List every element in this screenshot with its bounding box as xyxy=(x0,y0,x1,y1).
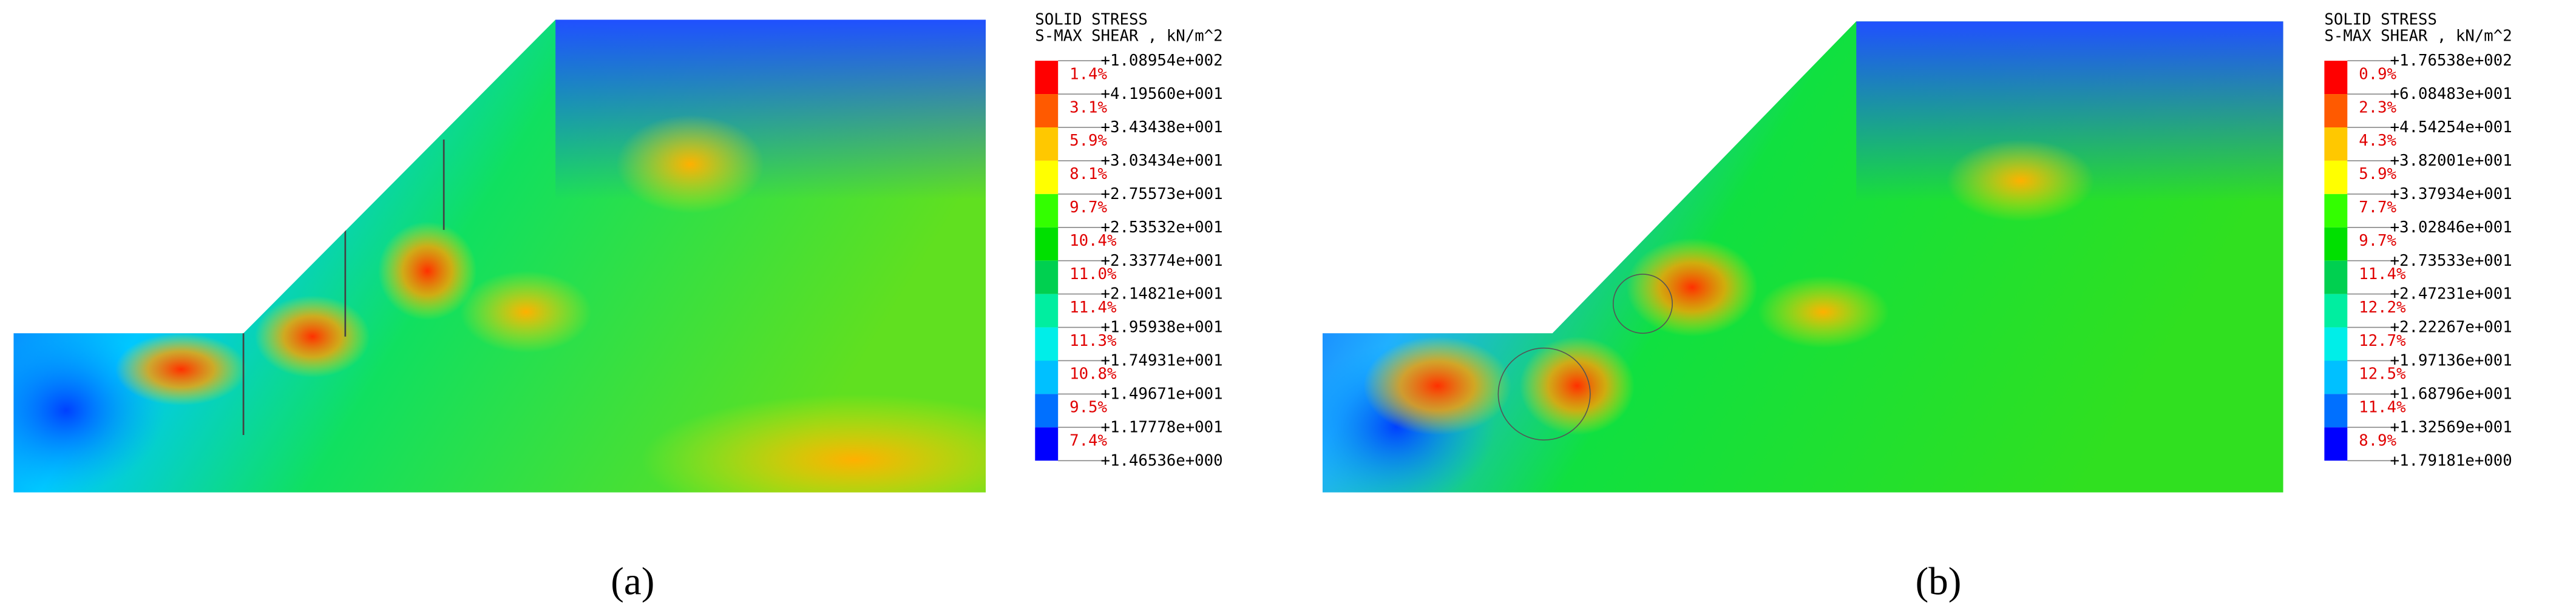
band-percent: 11.4% xyxy=(1069,299,1117,317)
color-band xyxy=(1035,61,1059,95)
caption: (b) xyxy=(1916,560,1962,604)
color-band xyxy=(2324,427,2348,461)
level-label: +1.68796e+001 xyxy=(2390,385,2512,403)
color-band xyxy=(1035,227,1059,261)
color-band xyxy=(1035,94,1059,127)
color-band xyxy=(1035,294,1059,328)
band-percent: 3.1% xyxy=(1069,98,1107,116)
color-band xyxy=(2324,194,2348,228)
band-percent: 8.1% xyxy=(1069,165,1107,183)
band-percent: 12.7% xyxy=(2359,332,2406,350)
band-percent: 2.3% xyxy=(2359,98,2396,116)
color-band xyxy=(2324,61,2348,95)
band-percent: 11.3% xyxy=(1069,332,1117,350)
level-label: +1.46536e+000 xyxy=(1101,451,1223,470)
color-band xyxy=(2324,160,2348,194)
color-band xyxy=(2324,127,2348,161)
level-label: +3.43438e+001 xyxy=(1101,118,1223,137)
band-percent: 11.0% xyxy=(1069,265,1117,283)
color-band xyxy=(1035,427,1059,461)
level-label: +2.75573e+001 xyxy=(1101,185,1223,203)
color-band xyxy=(1035,394,1059,428)
color-band xyxy=(2324,327,2348,361)
band-percent: 7.4% xyxy=(1069,432,1107,450)
band-percent: 8.9% xyxy=(2359,432,2396,450)
level-label: +3.82001e+001 xyxy=(2390,152,2512,170)
band-percent: 11.4% xyxy=(2359,399,2406,417)
contour-plot-b xyxy=(1322,21,2283,493)
color-band xyxy=(2324,294,2348,328)
caption: (a) xyxy=(611,560,654,604)
color-band xyxy=(1035,194,1059,228)
level-label: +1.79181e+000 xyxy=(2390,451,2512,470)
level-label: +3.02846e+001 xyxy=(2390,218,2512,237)
level-label: +2.33774e+001 xyxy=(1101,252,1223,270)
contour-plot-a xyxy=(13,19,986,493)
level-label: +1.95938e+001 xyxy=(1101,319,1223,337)
level-label: +3.03434e+001 xyxy=(1101,152,1223,170)
color-band xyxy=(2324,260,2348,294)
band-percent: 9.5% xyxy=(1069,399,1107,417)
band-percent: 5.9% xyxy=(2359,165,2396,183)
level-label: +2.22267e+001 xyxy=(2390,319,2512,337)
color-band xyxy=(2324,227,2348,261)
level-label: +1.08954e+002 xyxy=(1101,52,1223,70)
color-band xyxy=(1035,327,1059,361)
band-percent: 1.4% xyxy=(1069,65,1107,83)
band-percent: 10.8% xyxy=(1069,365,1117,383)
level-label: +1.32569e+001 xyxy=(2390,418,2512,436)
level-label: +1.97136e+001 xyxy=(2390,352,2512,370)
band-percent: 9.7% xyxy=(2359,232,2396,250)
level-label: +1.49671e+001 xyxy=(1101,385,1223,403)
band-percent: 9.7% xyxy=(1069,198,1107,217)
color-band xyxy=(2324,360,2348,394)
level-label: +1.74931e+001 xyxy=(1101,352,1223,370)
color-band xyxy=(1035,260,1059,294)
level-label: +1.76538e+002 xyxy=(2390,52,2512,70)
legend-subtitle: S-MAX SHEAR , kN/m^2 xyxy=(2324,27,2512,46)
legend-subtitle: S-MAX SHEAR , kN/m^2 xyxy=(1035,27,1222,46)
level-label: +2.53532e+001 xyxy=(1101,218,1223,237)
level-label: +3.37934e+001 xyxy=(2390,185,2512,203)
level-label: +6.08483e+001 xyxy=(2390,85,2512,103)
band-percent: 5.9% xyxy=(1069,132,1107,150)
legend-title: SOLID STRESS xyxy=(1035,11,1148,29)
level-label: +1.17778e+001 xyxy=(1101,418,1223,436)
level-label: +4.19560e+001 xyxy=(1101,85,1223,103)
level-label: +2.47231e+001 xyxy=(2390,285,2512,303)
band-percent: 12.2% xyxy=(2359,299,2406,317)
color-band xyxy=(1035,360,1059,394)
color-band xyxy=(1035,160,1059,194)
band-percent: 4.3% xyxy=(2359,132,2396,150)
band-percent: 11.4% xyxy=(2359,265,2406,283)
level-label: +2.73533e+001 xyxy=(2390,252,2512,270)
level-label: +2.14821e+001 xyxy=(1101,285,1223,303)
band-percent: 10.4% xyxy=(1069,232,1117,250)
band-percent: 0.9% xyxy=(2359,65,2396,83)
band-percent: 12.5% xyxy=(2359,365,2406,383)
legend-title: SOLID STRESS xyxy=(2324,11,2437,29)
color-band xyxy=(2324,394,2348,428)
band-percent: 7.7% xyxy=(2359,198,2396,217)
color-band xyxy=(1035,127,1059,161)
color-band xyxy=(2324,94,2348,127)
level-label: +4.54254e+001 xyxy=(2390,118,2512,137)
